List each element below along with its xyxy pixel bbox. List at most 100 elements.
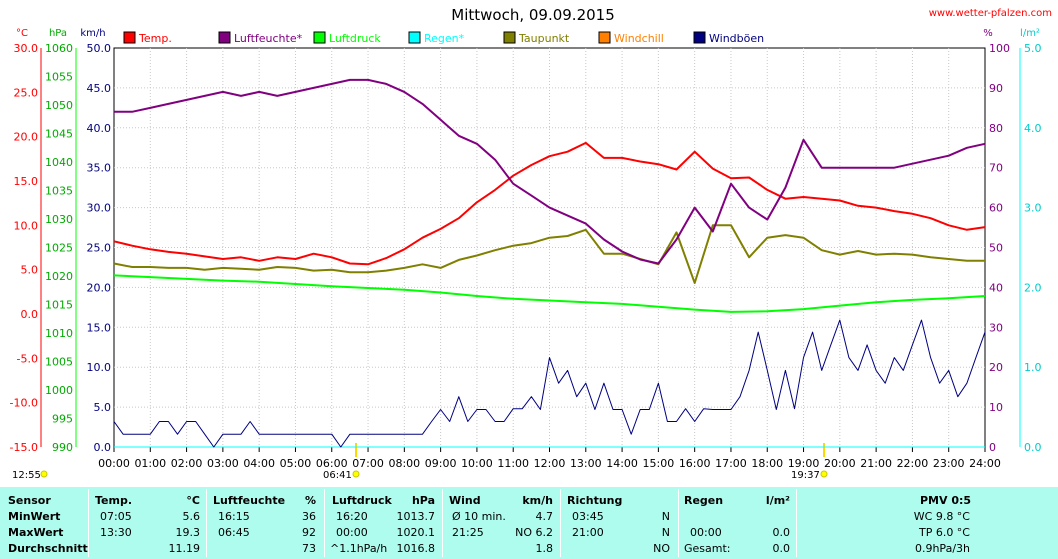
x-tick-label: 07:00 <box>352 457 384 470</box>
legend-swatch <box>218 31 231 44</box>
axis-tick-label: 20.0 <box>87 281 112 294</box>
x-tick-label: 23:00 <box>933 457 965 470</box>
axis-tick-label: 100 <box>989 42 1010 55</box>
row-wind-label: Ø 10 min. <box>452 510 506 523</box>
axis-tick-label: 5.0 <box>1024 42 1042 55</box>
legend-label: Windchill <box>614 32 664 45</box>
axis-tick-label: 1055 <box>45 71 73 84</box>
row-wind-val: 4.7 <box>535 510 554 523</box>
axis-tick-label: 1060 <box>45 42 73 55</box>
col-sep <box>206 489 207 557</box>
x-tick-label: 20:00 <box>824 457 856 470</box>
x-tick-label: 19:00 <box>788 457 820 470</box>
row-temp-time: 07:05 <box>100 510 132 523</box>
hdr-press: Luftdruck <box>332 494 392 507</box>
row-wind-label: 21:25 <box>452 526 484 539</box>
legend-label: Taupunkt <box>518 32 570 45</box>
axis-tick-label: 80 <box>989 122 1003 135</box>
row-press-val: 1016.8 <box>396 542 436 555</box>
stats-table: Sensor Temp. °C Luftfeuchte % Luftdruck … <box>0 487 1058 559</box>
row-dir-time: 03:45 <box>572 510 604 523</box>
axis-tick-label: 0.0 <box>94 441 112 454</box>
hdr-dir: Richtung <box>567 494 623 507</box>
axis-tick-label: 1015 <box>45 299 73 312</box>
hdr-wind-unit: km/h <box>522 494 553 507</box>
row-wind-val: 1.8 <box>535 542 554 555</box>
x-tick-label: 16:00 <box>679 457 711 470</box>
sunrise-time: 06:41 <box>323 470 352 481</box>
axis-tick-label: 45.0 <box>87 82 112 95</box>
series-line-temp <box>113 141 986 266</box>
axis-tick-label: 10 <box>989 401 1003 414</box>
axis-tick-label: 10.0 <box>14 219 39 232</box>
axis-temp: 30.0 25.0 20.0 15.0 10.0 5.0 0.0 -5.0 -10.0 -15.0 <box>10 42 1021 454</box>
unit-temp: °C <box>16 28 28 39</box>
axis-tick-label: 4.0 <box>1024 122 1042 135</box>
axis-tick-label: 0.0 <box>21 308 39 321</box>
x-tick-label: 08:00 <box>388 457 420 470</box>
unit-rain: l/m² <box>1020 28 1040 39</box>
x-tick-label: 00:00 <box>98 457 130 470</box>
axis-tick-label: 990 <box>52 441 73 454</box>
axis-tick-label: -10.0 <box>10 397 38 410</box>
axis-tick-label: 20.0 <box>14 131 39 144</box>
axis-tick-label: 1030 <box>45 213 73 226</box>
axis-tick-label: 15.0 <box>87 321 112 334</box>
x-tick-label: 03:00 <box>207 457 239 470</box>
hdr-sensor: Sensor <box>8 494 51 507</box>
x-tick-label: 01:00 <box>134 457 166 470</box>
axis-tick-label: -15.0 <box>10 441 38 454</box>
col-sep <box>560 489 561 557</box>
row-pmv: WC 9.8 °C <box>913 510 970 523</box>
row-temp-val: 11.19 <box>168 542 201 555</box>
hdr-rain-unit: l/m² <box>765 494 790 507</box>
legend-label: Luftfeuchte* <box>234 32 303 45</box>
hdr-wind: Wind <box>449 494 481 507</box>
row-rain-time: Gesamt: <box>684 542 731 555</box>
axis-tick-label: 25.0 <box>14 86 39 99</box>
row-dir-val: N <box>661 510 670 523</box>
x-tick-label: 09:00 <box>425 457 457 470</box>
x-tick-label: 21:00 <box>860 457 892 470</box>
hdr-press-unit: hPa <box>411 494 435 507</box>
series-lines <box>113 78 986 448</box>
row-press-time: 16:20 <box>336 510 368 523</box>
unit-kmh: km/h <box>80 28 105 39</box>
hdr-hum: Luftfeuchte <box>213 494 286 507</box>
chart-title: Mittwoch, 09.09.2015 <box>451 6 615 24</box>
row-rain-val: 0.0 <box>772 542 791 555</box>
series-line-windben <box>113 319 986 448</box>
legend-swatch <box>313 31 326 44</box>
hdr-temp-unit: °C <box>186 494 200 507</box>
axis-tick-label: 50 <box>989 242 1003 255</box>
axis-tick-label: 5.0 <box>94 401 112 414</box>
weather-chart: Mittwoch, 09.09.2015 www.wetter-pfalzen.… <box>10 6 1052 481</box>
row-hum-val: 92 <box>302 526 316 539</box>
legend-label: Regen* <box>424 32 465 45</box>
site-url[interactable]: www.wetter-pfalzen.com <box>929 8 1052 19</box>
legend-swatch <box>598 31 611 44</box>
row-rain-val: 0.0 <box>772 526 791 539</box>
axis-tick-label: 50.0 <box>87 42 112 55</box>
axis-tick-label: 1025 <box>45 242 73 255</box>
axis-tick-label: 30.0 <box>87 202 112 215</box>
axis-rain: 5.0 4.0 3.0 2.0 1.0 0.0 <box>1024 42 1042 454</box>
sunrise-icon <box>352 470 360 478</box>
axis-tick-label: 1.0 <box>1024 361 1042 374</box>
axis-tick-label: 35.0 <box>87 162 112 175</box>
unit-hpa: hPa <box>49 28 67 39</box>
legend-swatch <box>503 31 516 44</box>
axis-tick-label: 1050 <box>45 99 73 112</box>
x-tick-label: 06:00 <box>316 457 348 470</box>
row-wind-val: NO 6.2 <box>515 526 553 539</box>
legend-swatch <box>408 31 421 44</box>
axis-tick-label: 1020 <box>45 270 73 283</box>
x-tick-label: 11:00 <box>497 457 529 470</box>
col-sep <box>678 489 679 557</box>
legend-label: Temp. <box>138 32 172 45</box>
legend: Temp. Luftfeuchte* Luftdruck Regen* Taupunkt… <box>123 31 764 45</box>
sun-left-icon <box>40 470 48 478</box>
axis-tick-label: 1035 <box>45 185 73 198</box>
row-press-val: 1020.1 <box>396 526 436 539</box>
sun-left-time: 12:55 <box>12 470 41 481</box>
